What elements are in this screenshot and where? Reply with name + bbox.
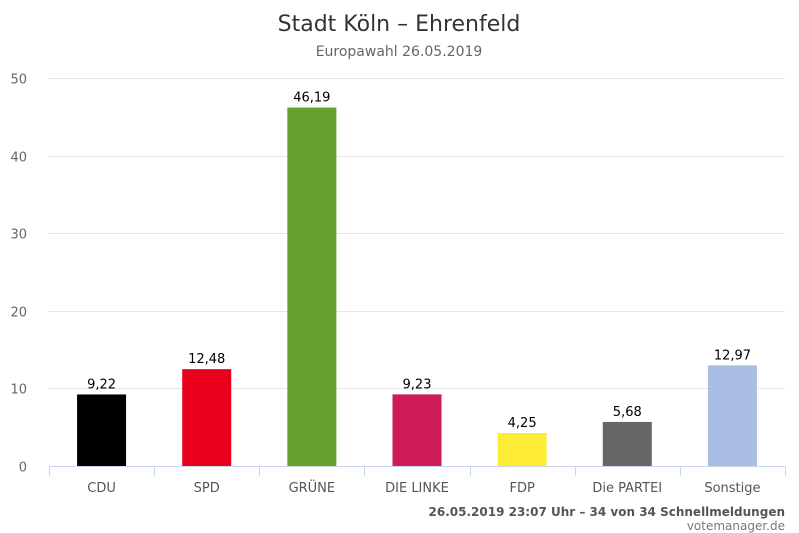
- y-tick-label: 40: [10, 151, 27, 166]
- data-label: 46,19: [293, 91, 330, 106]
- data-label: 9,23: [403, 377, 432, 392]
- bar-sonstige[interactable]: [707, 365, 757, 466]
- data-label: 9,22: [87, 377, 116, 392]
- gridlines: [49, 78, 785, 389]
- x-tick-label: GRÜNE: [289, 479, 336, 496]
- y-axis: 0 10 20 30 40 50: [10, 73, 27, 476]
- chart-title: Stadt Köln – Ehrenfeld: [278, 12, 521, 37]
- y-tick-label: 50: [10, 73, 27, 88]
- bar-die-linke[interactable]: [392, 394, 442, 466]
- y-tick-label: 20: [10, 306, 27, 321]
- bar-die-partei[interactable]: [602, 421, 652, 466]
- bar-grüne[interactable]: [287, 107, 337, 466]
- data-label: 5,68: [613, 405, 642, 420]
- x-tick-label: CDU: [87, 481, 116, 496]
- bar-spd[interactable]: [182, 369, 232, 466]
- y-tick-label: 10: [10, 383, 27, 398]
- bar-cdu[interactable]: [77, 394, 127, 466]
- credits-timestamp: 26.05.2019 23:07 Uhr – 34 von 34 Schnell…: [429, 505, 785, 519]
- y-tick-label: 30: [10, 228, 27, 243]
- data-label: 12,48: [188, 352, 225, 367]
- chart-subtitle: Europawahl 26.05.2019: [316, 44, 483, 60]
- x-tick-label: SPD: [194, 481, 220, 496]
- x-tick-label: Sonstige: [704, 481, 760, 496]
- data-label: 4,25: [508, 416, 537, 431]
- x-axis: CDU SPD GRÜNE DIE LINKE FDP Die PARTEI Sonstig…: [49, 466, 786, 496]
- x-tick-label: Die PARTEI: [592, 481, 662, 496]
- bar-fdp[interactable]: [497, 433, 547, 466]
- data-label: 12,97: [714, 348, 751, 363]
- bars: 9,22 12,48 46,19 9,23 4,25 5,68 12,97: [77, 91, 757, 466]
- credits-source-link[interactable]: votemanager.de: [687, 519, 785, 533]
- x-tick-label: DIE LINKE: [385, 481, 449, 496]
- x-tick-label: FDP: [509, 481, 534, 496]
- y-tick-label: 0: [19, 461, 27, 476]
